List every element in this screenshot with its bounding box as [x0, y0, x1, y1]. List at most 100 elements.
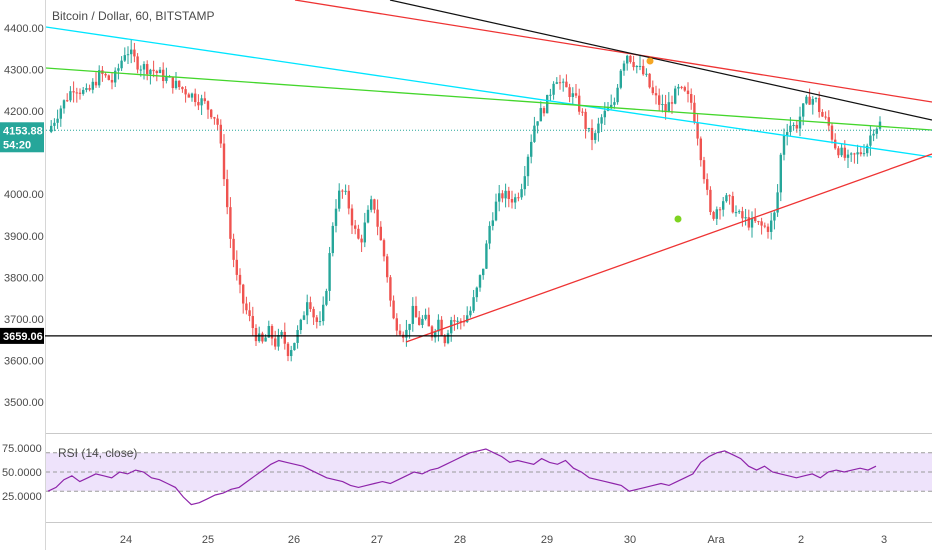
candle-body: [312, 309, 315, 318]
candle-body: [386, 256, 389, 278]
time-tick-label: 3: [881, 534, 887, 546]
candle-body: [98, 70, 101, 86]
candle-body: [866, 145, 869, 154]
candle-body: [126, 54, 130, 56]
candle-body: [242, 284, 245, 304]
candle-body: [440, 319, 443, 336]
candle-body: [290, 350, 293, 357]
candle-body: [632, 61, 635, 68]
candle-body: [197, 102, 200, 106]
candle-body: [581, 111, 584, 113]
candle-body: [245, 303, 248, 311]
candle-body: [853, 153, 856, 155]
candle-body: [597, 123, 600, 134]
candle-body: [760, 221, 763, 226]
candle-body: [229, 207, 232, 239]
candle-body: [670, 102, 674, 104]
candle-body: [248, 310, 251, 317]
candle-body: [702, 160, 706, 180]
candle-body: [616, 87, 619, 103]
candle-body: [373, 199, 376, 210]
candle-body: [856, 152, 859, 155]
candle-body: [418, 317, 421, 325]
candle-body: [344, 190, 347, 192]
trendline-green: [45, 67, 932, 131]
candle-body: [488, 225, 491, 244]
candle-body: [786, 132, 789, 136]
candle-body: [824, 116, 827, 118]
price-tick-label: 3800.00: [4, 272, 44, 284]
candle-body: [427, 314, 430, 327]
price-tick-label: 4300.00: [4, 65, 44, 77]
candle-body: [411, 305, 414, 324]
candle-body: [555, 82, 558, 84]
candle-body: [792, 124, 795, 126]
candle-body: [789, 125, 792, 133]
candle-body: [795, 124, 798, 129]
candle-body: [661, 104, 664, 106]
candle-body: [568, 87, 571, 97]
candle-body: [667, 102, 670, 113]
candle-body: [261, 333, 264, 342]
candle-body: [459, 320, 462, 322]
candle-body: [206, 101, 210, 110]
rsi-tick-label: 75.0000: [2, 443, 42, 455]
candle-body: [821, 112, 824, 117]
candle-body: [450, 320, 453, 334]
time-tick-label: 25: [202, 534, 214, 546]
candle-body: [526, 156, 530, 177]
candle-body: [75, 92, 78, 94]
candle-body: [712, 212, 715, 219]
candle-body: [299, 319, 302, 331]
candle-body: [424, 314, 427, 319]
candle-body: [360, 238, 363, 243]
candle-body: [773, 212, 776, 221]
candle-body: [443, 335, 446, 344]
candle-body: [862, 153, 866, 155]
candle-body: [725, 195, 728, 202]
rsi-line: [47, 448, 877, 506]
candle-body: [254, 328, 258, 342]
candle-body: [741, 211, 744, 219]
candle-body: [763, 225, 766, 227]
candle-body: [453, 320, 456, 322]
candle-body: [699, 138, 702, 161]
candle-body: [478, 275, 482, 288]
candle-body: [645, 73, 648, 75]
candle-body: [750, 217, 754, 228]
candle-body: [664, 104, 667, 113]
candle-body: [722, 201, 725, 210]
candle-body: [744, 217, 747, 219]
candle-body: [776, 192, 779, 213]
marker-green: [674, 215, 682, 223]
candle-body: [658, 95, 661, 105]
candle-body: [642, 65, 645, 75]
candle-body: [309, 302, 312, 310]
candle-body: [293, 342, 296, 351]
candle-body: [574, 93, 578, 96]
trendline-red-lower: [405, 153, 932, 343]
candle-body: [539, 108, 542, 122]
candle-body: [430, 326, 434, 338]
candle-body: [187, 94, 190, 98]
candle-body: [267, 326, 270, 338]
candle-body: [331, 225, 334, 254]
candle-body: [270, 326, 274, 339]
candle-body: [91, 81, 94, 90]
candle-body: [674, 88, 677, 104]
candle-body: [238, 274, 242, 285]
candle-body: [82, 89, 85, 94]
price-tick-label: 3600.00: [4, 355, 44, 367]
price-axis-bg: [0, 0, 45, 550]
time-tick-label: 27: [371, 534, 383, 546]
candle-body: [517, 197, 520, 199]
trendline-red-upper: [294, 0, 932, 103]
candle-body: [523, 176, 526, 190]
candle-body: [219, 124, 222, 144]
candle-body: [837, 148, 840, 156]
candle-body: [286, 343, 290, 357]
candle-body: [94, 81, 98, 86]
candle-body: [504, 190, 507, 199]
candle-body: [162, 69, 165, 82]
